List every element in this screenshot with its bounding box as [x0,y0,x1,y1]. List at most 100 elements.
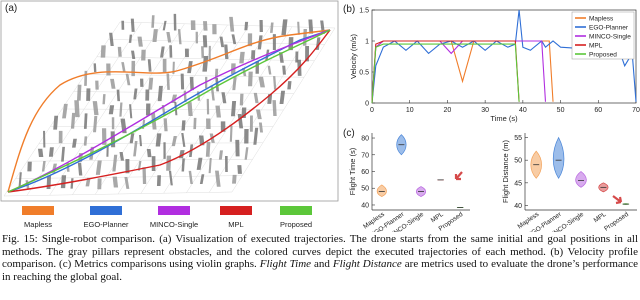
x-tick-label: 60 [594,107,602,114]
pillar [180,73,185,90]
pillar [70,178,74,189]
pillar [272,100,277,116]
y-tick-label: 55 [514,135,522,142]
x-tick-label: 70 [632,107,640,114]
pillar [121,62,126,73]
pillar [162,20,167,31]
pillar [244,129,249,144]
pillar [128,34,133,43]
pillar [140,78,144,87]
pillar [93,115,98,133]
pillar [235,139,240,157]
pillar [146,149,152,158]
pillar [288,37,294,51]
pillar [108,105,115,115]
pillar [196,157,203,170]
legend-label: MINCO-Single [150,220,198,229]
pillar [267,65,272,75]
pillar [162,58,167,73]
pillar [215,77,219,92]
pillar [131,50,136,59]
pillar [279,90,286,104]
pillar [84,70,88,86]
legend-label: EGO-Planner [589,25,629,32]
figure: (a) (b) (c) Mapless EGO-Planner MINCO-Sing… [0,0,640,232]
trajectories [7,29,331,193]
pillar [110,78,116,89]
pillar [255,61,259,74]
y-tick-label: 80 [361,136,369,143]
scene [3,13,336,197]
caption-text: Single-robot comparison. (a) Visualizati… [2,233,639,271]
pillar [273,76,277,90]
annotation-arrow [612,195,623,205]
pillar [187,102,193,117]
pillar [62,103,68,119]
pillar [58,130,63,144]
pillar [157,85,163,102]
pillar [168,170,173,186]
legend-label: Proposed [589,52,617,59]
pillar [117,46,122,57]
pillar [177,29,182,45]
pillar [76,84,82,101]
pillar [281,19,288,36]
violin [575,171,587,188]
pillar [86,88,91,101]
pillar [278,52,284,63]
y-tick-label: 40 [361,202,369,209]
pillar [130,18,135,32]
pillar [145,103,151,116]
pillar [121,20,125,30]
pillar [295,51,299,63]
pillar [251,50,256,60]
pillar [212,24,217,35]
floor-grid [61,108,284,111]
pillar [208,45,211,62]
floor-grid [27,158,253,162]
floor-grid [3,191,233,197]
pillar [229,125,233,142]
y-axis-label: Flight Distance (m) [501,140,510,203]
pillar [116,89,121,102]
series-line [371,40,547,104]
pillar [60,175,67,189]
pillar [282,65,286,75]
legend-label: EGO-Planner [83,220,129,229]
caption-label: Fig. 15: [2,233,38,245]
pillar [166,32,172,43]
legend-label: MINCO-Single [589,34,631,41]
pillar [124,177,130,189]
pillar [253,127,259,145]
caption-text: and [314,258,330,271]
legend-swatch [158,206,190,215]
series-line [371,43,520,104]
pillar [229,16,235,32]
floor-grid [186,26,293,193]
trajectory [7,29,331,193]
y-tick-label: 60 [361,169,369,176]
x-tick-label: 50 [557,107,565,114]
pillar [148,77,154,90]
floor-grid [15,175,243,179]
pillar [272,34,276,51]
pillar [219,36,225,48]
plot-frame [371,9,637,104]
pillar [232,76,237,91]
pillar [74,100,80,118]
y-tick-label: 0.5 [359,70,369,77]
pillar [156,175,161,186]
caption-emphasis: Flight Distance [332,258,402,271]
caption-emphasis: Flight Time [259,258,312,271]
pillar [237,165,242,174]
pillar [61,146,65,162]
legend-label: MPL [228,220,243,229]
pillar [102,94,106,105]
x-tick-label: MPL [593,211,608,225]
pillar [214,68,219,77]
x-tick-label: 0 [370,107,374,114]
y-axis-label: Velocity (m/s) [349,33,358,79]
pillar [181,133,186,147]
floor-grid [231,27,336,193]
pillar [155,133,162,147]
